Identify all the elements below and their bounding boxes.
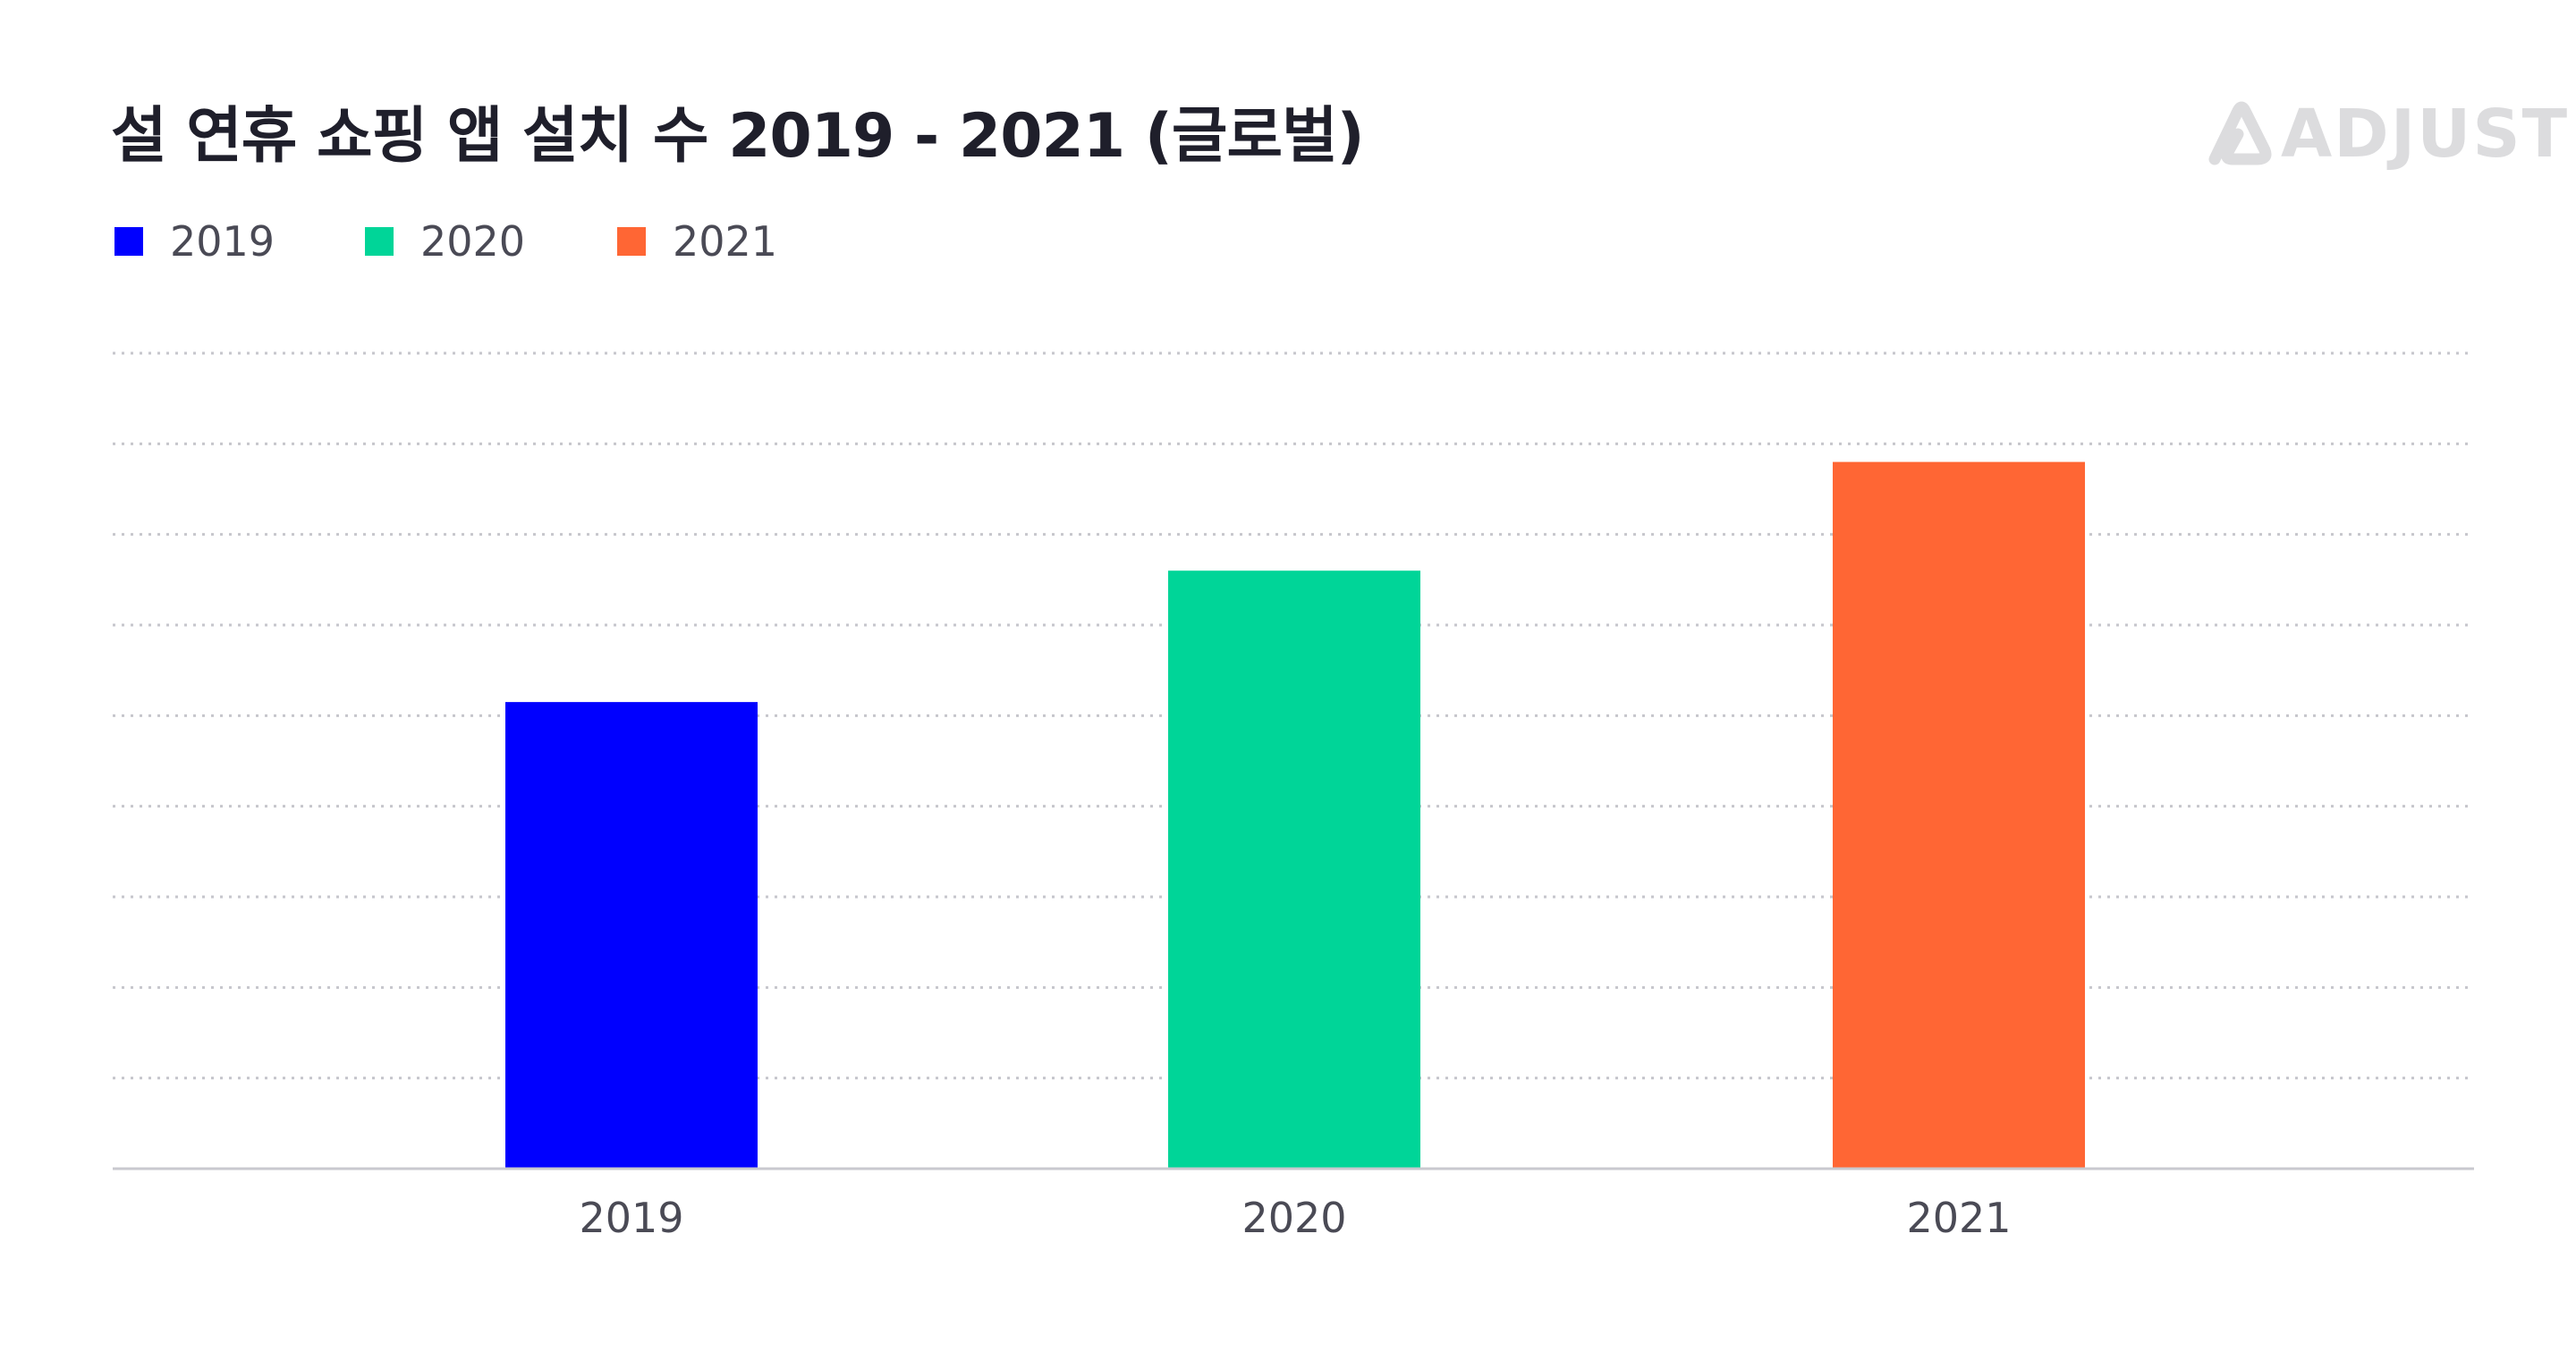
- legend-item-2019: 2019: [114, 218, 275, 265]
- x-tick-label-2021: 2021: [1906, 1194, 2011, 1242]
- legend-swatch-2021: [617, 227, 646, 256]
- bar-2019: [505, 702, 758, 1169]
- legend-label-2021: 2021: [673, 217, 778, 266]
- bar-2020: [1168, 570, 1420, 1169]
- bars: [505, 461, 2085, 1169]
- adjust-logo: ADJUST: [2202, 97, 2569, 172]
- legend-swatch-2020: [365, 227, 394, 256]
- bar-2021: [1833, 461, 2085, 1169]
- legend-swatch-2019: [114, 227, 143, 256]
- adjust-logo-icon: [2208, 101, 2272, 165]
- legend-label-2020: 2020: [420, 217, 526, 266]
- x-tick-label-2020: 2020: [1241, 1194, 1346, 1242]
- legend-item-2020: 2020: [365, 218, 525, 265]
- x-tick-labels: 2019 2020 2021: [579, 1194, 2011, 1242]
- legend-item-2021: 2021: [617, 218, 777, 265]
- legend-label-2019: 2019: [170, 217, 275, 266]
- x-tick-label-2019: 2019: [579, 1194, 683, 1242]
- chart-title: 설 연휴 쇼핑 앱 설치 수 2019 - 2021 (글로벌): [111, 101, 1365, 172]
- adjust-logo-text: ADJUST: [2281, 96, 2570, 173]
